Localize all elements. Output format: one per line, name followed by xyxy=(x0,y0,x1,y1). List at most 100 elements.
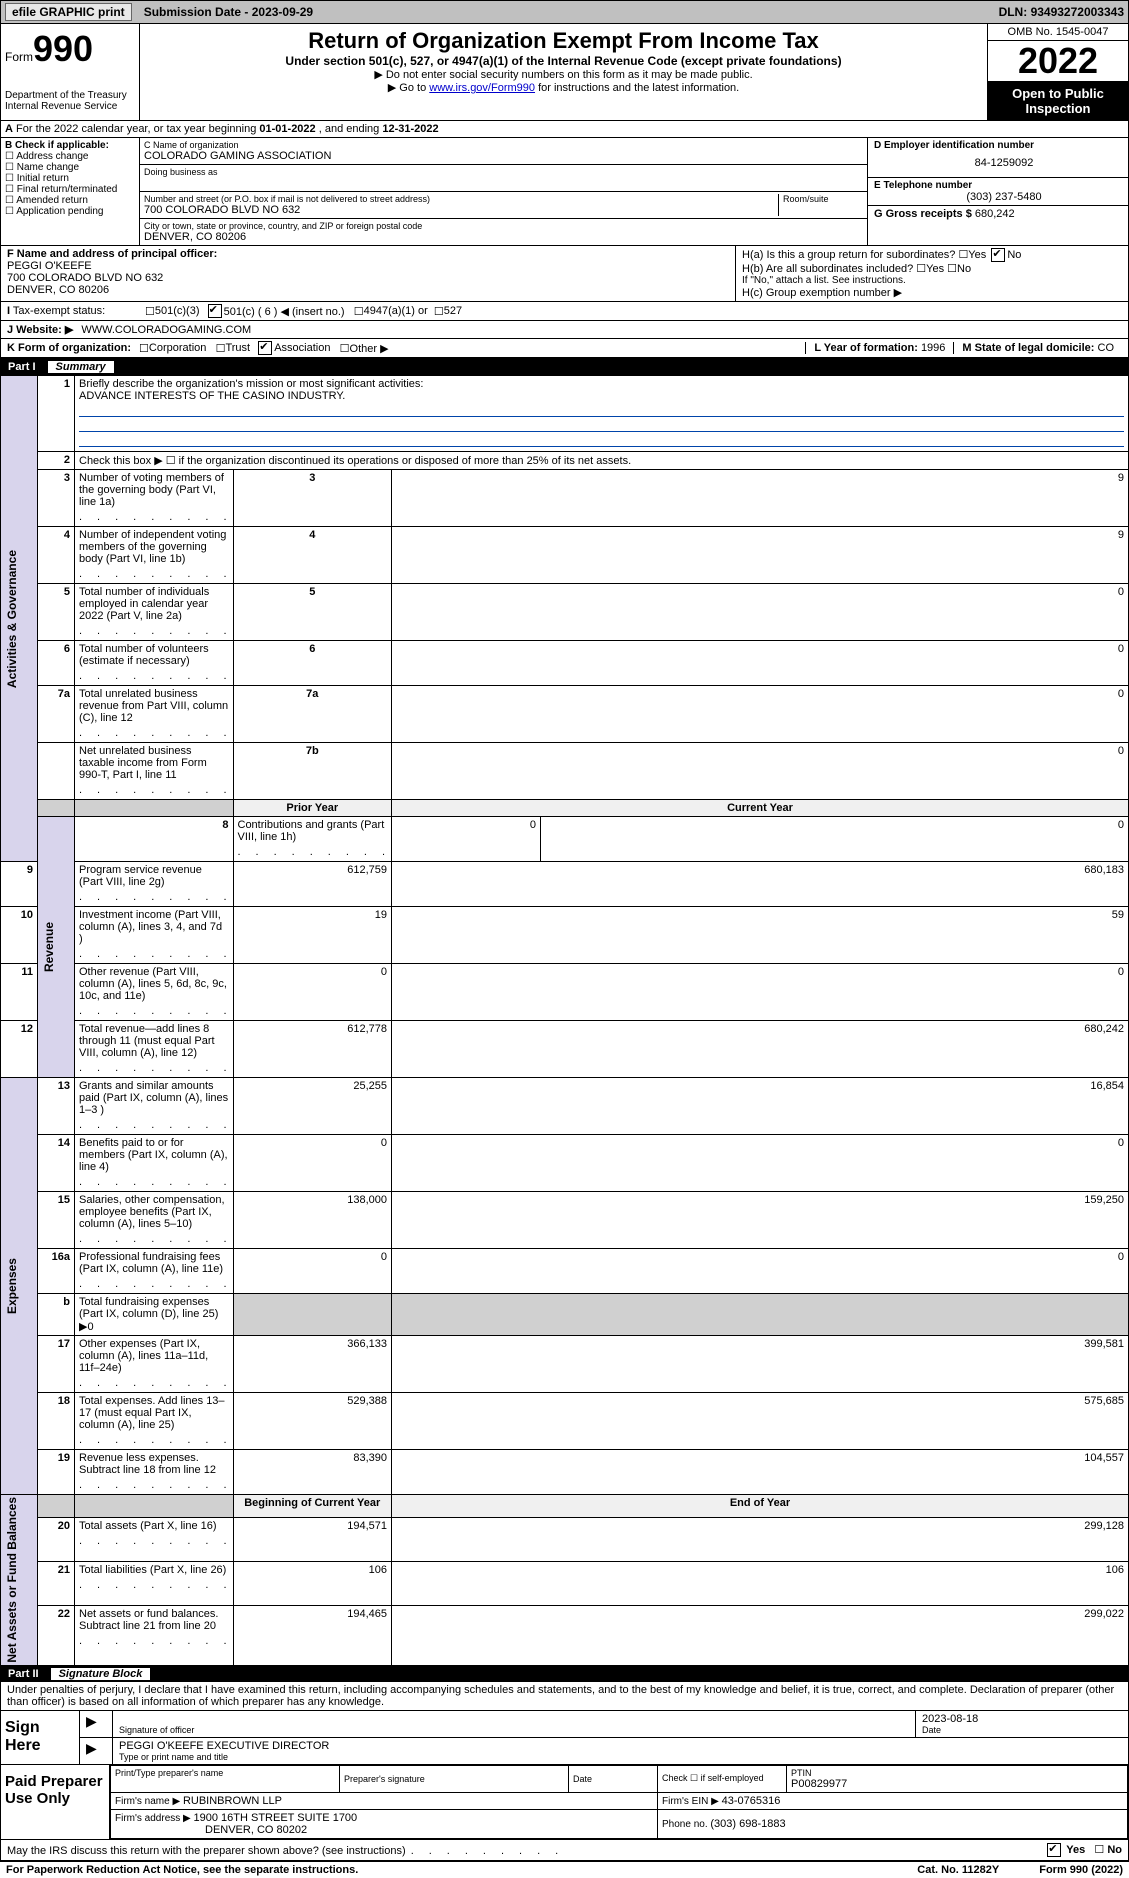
ha-no-check[interactable] xyxy=(991,248,1005,262)
n xyxy=(38,800,75,817)
l-label: L Year of formation: xyxy=(814,342,921,354)
part1-header: Part I Summary xyxy=(0,359,1129,375)
p: 0 xyxy=(233,1135,392,1192)
preparer-table: Print/Type preparer's name Preparer's si… xyxy=(110,1765,1128,1839)
box-cd-wrap: C Name of organization COLORADO GAMING A… xyxy=(140,138,1128,245)
chk-lbl-3: Final return/terminated xyxy=(17,184,118,195)
b: 4 xyxy=(233,527,392,584)
end-hdr: End of Year xyxy=(392,1495,1129,1518)
status-4947: 4947(a)(1) or xyxy=(364,305,428,317)
korg-corp: Corporation xyxy=(149,342,206,354)
chk-lbl-1: Name change xyxy=(17,162,79,173)
status-row: I Tax-exempt status: ☐ 501(c)(3) 501(c) … xyxy=(1,302,1128,321)
table-row: 19Revenue less expenses. Subtract line 1… xyxy=(1,1450,1129,1495)
omb-number: OMB No. 1545-0047 xyxy=(988,24,1128,41)
table-row: 6Total number of volunteers (estimate if… xyxy=(1,641,1129,686)
dln-label: DLN: xyxy=(999,5,1031,19)
efile-print-button[interactable]: efile GRAPHIC print xyxy=(5,3,132,21)
chk-lbl-5: Application pending xyxy=(16,206,103,217)
chk-address-change[interactable]: ☐ Address change xyxy=(5,151,135,162)
table-row: 4Number of independent voting members of… xyxy=(1,527,1129,584)
firm-addr2: DENVER, CO 80202 xyxy=(205,1824,307,1836)
org-name-block: C Name of organization COLORADO GAMING A… xyxy=(140,138,867,165)
status-label: Tax-exempt status: xyxy=(13,305,105,317)
arrow-icon: ▶ xyxy=(80,1738,113,1764)
gov-section: Activities & Governance 1 Briefly descri… xyxy=(1,376,1129,452)
status-501c-check[interactable] xyxy=(208,304,222,318)
footer: For Paperwork Reduction Act Notice, see … xyxy=(0,1861,1129,1878)
b: 5 xyxy=(233,584,392,641)
officer-addr2: DENVER, CO 80206 xyxy=(7,284,729,296)
status-527: 527 xyxy=(444,305,462,317)
fg-row: F Name and address of principal officer:… xyxy=(1,246,1128,302)
p: 529,388 xyxy=(233,1393,392,1450)
firm-name: RUBINBROWN LLP xyxy=(183,1795,282,1807)
mission-line xyxy=(79,419,1124,432)
side-netassets: Net Assets or Fund Balances xyxy=(1,1495,38,1666)
form-prefix: Form xyxy=(5,50,33,64)
form-title: Return of Organization Exempt From Incom… xyxy=(148,28,979,54)
mission-text: ADVANCE INTERESTS OF THE CASINO INDUSTRY… xyxy=(79,390,345,402)
b: 3 xyxy=(233,470,392,527)
prep-date-cell: Date xyxy=(569,1765,658,1792)
t: Other revenue (Part VIII, column (A), li… xyxy=(75,964,234,1021)
website-label: J Website: ▶ xyxy=(7,323,73,336)
table-row: 12Total revenue—add lines 8 through 11 (… xyxy=(1,1021,1129,1078)
box-c: C Name of organization COLORADO GAMING A… xyxy=(140,138,868,245)
box-g: G Gross receipts $ 680,242 xyxy=(868,206,1129,222)
n: 12 xyxy=(1,1021,38,1078)
v: 0 xyxy=(392,743,1129,800)
table-row: 11Other revenue (Part VIII, column (A), … xyxy=(1,964,1129,1021)
ptin-label: PTIN xyxy=(791,1768,1123,1778)
n: 5 xyxy=(38,584,75,641)
chk-initial-return[interactable]: ☐ Initial return xyxy=(5,173,135,184)
mission-line xyxy=(79,434,1124,447)
n: 15 xyxy=(38,1192,75,1249)
korg-assoc-check[interactable] xyxy=(258,341,272,355)
prep-sig-label: Preparer's signature xyxy=(344,1774,564,1784)
officer-sig-line: ▶ Signature of officer 2023-08-18 Date xyxy=(80,1711,1128,1738)
prep-row-1: Print/Type preparer's name Preparer's si… xyxy=(111,1765,1128,1792)
begin-hdr: Beginning of Current Year xyxy=(233,1495,392,1518)
table-row: 10Investment income (Part VIII, column (… xyxy=(1,907,1129,964)
part2-header: Part II Signature Block xyxy=(0,1666,1129,1682)
may-irs-yes-check[interactable] xyxy=(1047,1843,1061,1857)
arrow-icon: ▶ xyxy=(80,1711,113,1737)
n: 3 xyxy=(38,470,75,527)
line2-num: 2 xyxy=(38,452,75,470)
p: 19 xyxy=(233,907,392,964)
c: 399,581 xyxy=(392,1336,1129,1393)
status-501c3: 501(c)(3) xyxy=(155,305,200,317)
n: 20 xyxy=(38,1517,75,1561)
korg-row: K Form of organization: ☐ Corporation ☐ … xyxy=(1,339,1128,358)
section-a-mid: , and ending xyxy=(316,123,383,135)
org-name-label: C Name of organization xyxy=(144,140,863,150)
header-left: Form990 Department of the Treasury Inter… xyxy=(1,24,140,120)
c: 106 xyxy=(392,1561,1129,1605)
paid-preparer-row: Paid Preparer Use Only Print/Type prepar… xyxy=(1,1764,1128,1839)
chk-name-change[interactable]: ☐ Name change xyxy=(5,162,135,173)
n xyxy=(38,1495,75,1518)
firm-name-label: Firm's name ▶ xyxy=(115,1796,183,1807)
gross-value: 680,242 xyxy=(975,208,1015,220)
firm-phone: (303) 698-1883 xyxy=(710,1818,785,1830)
fg-block: F Name and address of principal officer:… xyxy=(0,246,1129,359)
table-row: 9Program service revenue (Part VIII, lin… xyxy=(1,862,1129,907)
box-f: F Name and address of principal officer:… xyxy=(1,246,736,301)
note-ssn: ▶ Do not enter social security numbers o… xyxy=(148,68,979,81)
t: Salaries, other compensation, employee b… xyxy=(75,1192,234,1249)
chk-amended-return[interactable]: ☐ Amended return xyxy=(5,195,135,206)
p: 25,255 xyxy=(233,1078,392,1135)
chk-final-return[interactable]: ☐ Final return/terminated xyxy=(5,184,135,195)
chk-app-pending[interactable]: ☐ Application pending xyxy=(5,206,135,217)
c: 59 xyxy=(392,907,1129,964)
header-center: Return of Organization Exempt From Incom… xyxy=(140,24,987,120)
v: 0 xyxy=(392,641,1129,686)
status-i-label: I Tax-exempt status: xyxy=(7,305,137,317)
signature-block: Under penalties of perjury, I declare th… xyxy=(0,1682,1129,1861)
korg-other: Other ▶ xyxy=(350,342,389,355)
irs-link[interactable]: www.irs.gov/Form990 xyxy=(429,82,535,94)
prep-name-cell: Print/Type preparer's name xyxy=(111,1765,340,1792)
phone-label: E Telephone number xyxy=(874,180,1129,191)
v: 9 xyxy=(392,527,1129,584)
